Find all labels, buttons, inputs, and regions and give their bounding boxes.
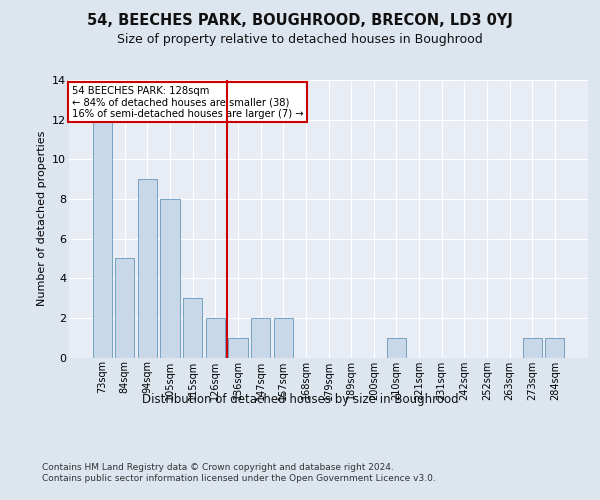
Bar: [251, 318, 270, 358]
Text: 54 BEECHES PARK: 128sqm
← 84% of detached houses are smaller (38)
16% of semi-de: 54 BEECHES PARK: 128sqm ← 84% of detache…: [71, 86, 303, 118]
Bar: [92, 120, 112, 358]
Bar: [206, 318, 225, 358]
Bar: [115, 258, 134, 358]
Bar: [229, 338, 248, 357]
Text: Contains HM Land Registry data © Crown copyright and database right 2024.: Contains HM Land Registry data © Crown c…: [42, 462, 394, 471]
Bar: [387, 338, 406, 357]
Text: Contains public sector information licensed under the Open Government Licence v3: Contains public sector information licen…: [42, 474, 436, 483]
Bar: [160, 199, 180, 358]
Bar: [545, 338, 565, 357]
Y-axis label: Number of detached properties: Number of detached properties: [37, 131, 47, 306]
Text: 54, BEECHES PARK, BOUGHROOD, BRECON, LD3 0YJ: 54, BEECHES PARK, BOUGHROOD, BRECON, LD3…: [87, 12, 513, 28]
Bar: [183, 298, 202, 358]
Bar: [138, 179, 157, 358]
Text: Distribution of detached houses by size in Boughrood: Distribution of detached houses by size …: [142, 392, 458, 406]
Bar: [274, 318, 293, 358]
Text: Size of property relative to detached houses in Boughrood: Size of property relative to detached ho…: [117, 32, 483, 46]
Bar: [523, 338, 542, 357]
